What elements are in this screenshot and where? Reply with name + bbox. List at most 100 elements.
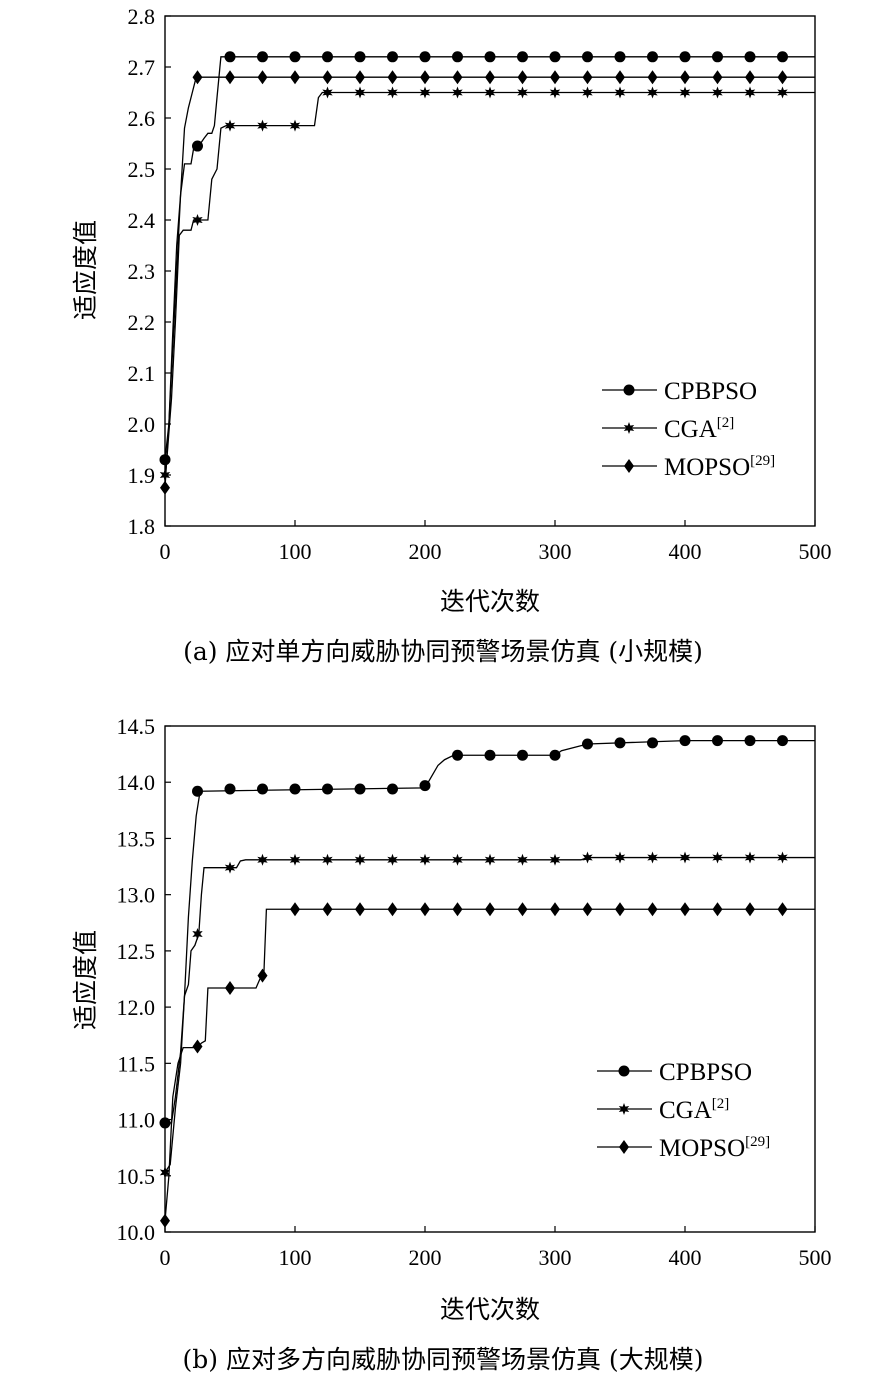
chart-b-legend-label-cga: CGA[2] — [659, 1096, 729, 1124]
chart-a-cga-point — [159, 469, 171, 481]
chart-a-series-cga — [159, 86, 815, 481]
chart-b-ytick-label: 13.0 — [117, 883, 156, 908]
chart-a-mopso-point — [745, 70, 755, 85]
chart-a-ytick-label: 2.3 — [128, 259, 156, 284]
chart-b-cga-point — [549, 853, 561, 866]
chart-b-mopso-point — [777, 902, 788, 917]
chart-a-ytick-label: 2.8 — [128, 4, 156, 29]
chart-a-cpbpso-point — [614, 51, 626, 63]
chart-b-cpbpso-point — [192, 785, 203, 797]
chart-b-cpbpso-point — [549, 749, 561, 761]
chart-b-cga-point — [289, 853, 301, 866]
chart-b-legend-marker-cpbpso — [618, 1065, 630, 1077]
chart-b-cpbpso-point — [322, 783, 333, 795]
chart-b-cga-point — [582, 851, 593, 864]
chart-b-mopso-point — [550, 902, 560, 917]
chart-a-cga-point — [517, 86, 528, 99]
chart-a-ytick-label: 2.0 — [128, 412, 156, 437]
chart-a-xtick-label: 100 — [279, 539, 312, 564]
legend-text: CGA — [664, 416, 717, 443]
chart-b-series-cpbpso — [159, 735, 815, 1129]
chart-a-cga-point — [712, 86, 723, 99]
chart-b-ytick-label: 11.5 — [117, 1051, 155, 1076]
chart-b: 10.0 10.5 11.0 11.5 12.0 12.5 13.0 13.5 14.0 14.5… — [71, 714, 832, 1374]
chart-a-cga-point — [484, 86, 496, 99]
legend-text: CPBPSO — [664, 378, 757, 405]
chart-b-ytick-label: 11.0 — [117, 1108, 155, 1133]
chart-a-cga-line — [164, 91, 815, 481]
chart-b-cga-point — [744, 851, 756, 864]
chart-b-xtick-label: 400 — [669, 1245, 702, 1270]
chart-b-cpbpso-point — [159, 1117, 171, 1129]
chart-a-mopso-point — [582, 70, 593, 85]
chart-b-cpbpso-point — [387, 783, 398, 795]
chart-b-cga-point — [192, 928, 203, 941]
chart-a-cpbpso-point — [582, 51, 593, 63]
chart-b-cpbpso-point — [679, 735, 691, 747]
chart-a-cpbpso-point — [452, 51, 463, 63]
chart-a-series-cpbpso — [159, 51, 815, 466]
chart-a-cga-point — [192, 214, 203, 226]
chart-b-mopso-point — [712, 902, 723, 917]
chart-b-ytick-label: 14.5 — [117, 714, 156, 739]
chart-b-mopso-point — [485, 902, 495, 917]
chart-b-cga-point — [517, 853, 528, 866]
chart-b-ytick-label: 10.0 — [117, 1220, 156, 1245]
chart-a-cpbpso-point — [744, 51, 756, 63]
chart-b-ytick-label: 10.5 — [117, 1164, 156, 1189]
chart-b-cpbpso-point — [224, 783, 236, 795]
chart-a-cpbpso-point — [159, 454, 171, 466]
chart-a-mopso-point — [322, 70, 333, 85]
chart-a-xtick-label: 0 — [160, 539, 171, 564]
chart-a-cpbpso-point — [224, 51, 236, 63]
chart-a-legend-label-mopso: MOPSO[29] — [664, 453, 775, 481]
chart-b-cga-point — [354, 853, 366, 866]
legend-superscript: [2] — [712, 1096, 730, 1112]
chart-a-mopso-point — [420, 70, 430, 85]
chart-b-xtick-label: 0 — [160, 1245, 171, 1270]
chart-a-cga-point — [647, 86, 658, 99]
chart-b-cga-point — [159, 1166, 171, 1179]
chart-a-mopso-point — [485, 70, 495, 85]
chart-a-cpbpso-point — [192, 140, 203, 152]
chart-b-cga-point — [647, 851, 658, 864]
chart-a-cga-point — [679, 86, 691, 99]
chart-b-series-cga — [159, 851, 815, 1179]
chart-b-cpbpso-point — [517, 749, 528, 761]
chart-a-legend-marker-cga — [623, 422, 635, 434]
chart-a-legend-label-cpbpso: CPBPSO — [664, 378, 757, 405]
chart-a-cga-point — [224, 119, 236, 132]
chart-b-ytick-label: 12.5 — [117, 939, 156, 964]
chart-b-xlabel: 迭代次数 — [440, 1295, 540, 1324]
chart-a-cga-point — [777, 86, 788, 99]
chart-b-cpbpso-point — [777, 735, 788, 747]
chart-a-xtick-label: 200 — [409, 539, 442, 564]
chart-b-cpbpso-point — [647, 737, 658, 749]
chart-b-cpbpso-point — [257, 783, 268, 795]
chart-b-mopso-point — [745, 902, 755, 917]
chart-b-mopso-point — [517, 902, 528, 917]
chart-a-cga-point — [614, 86, 626, 99]
chart-a-cpbpso-point — [679, 51, 691, 63]
chart-b-legend-label-cpbpso: CPBPSO — [659, 1059, 752, 1086]
chart-a-mopso-point — [387, 70, 398, 85]
chart-a-mopso-point — [517, 70, 528, 85]
chart-a-ytick-label: 2.1 — [128, 361, 156, 386]
chart-a-mopso-point — [225, 70, 235, 85]
chart-a-cpbpso-point — [647, 51, 658, 63]
chart-a-cpbpso-point — [387, 51, 398, 63]
chart-b-cpbpso-point — [744, 735, 756, 747]
chart-b-xtick-label: 200 — [409, 1245, 442, 1270]
chart-a-caption: (a) 应对单方向威胁协同预警场景仿真 (小规模) — [183, 637, 703, 666]
chart-a-cpbpso-point — [354, 51, 366, 63]
chart-a-legend-label-cga: CGA[2] — [664, 415, 734, 443]
chart-b-cga-point — [484, 853, 496, 866]
chart-a-ytick-label: 2.2 — [128, 310, 156, 335]
chart-a-mopso-point — [615, 70, 625, 85]
chart-b-mopso-point — [420, 902, 430, 917]
chart-a-cpbpso-point — [289, 51, 301, 63]
legend-text: MOPSO — [659, 1135, 745, 1162]
chart-a-xtick-label: 400 — [669, 539, 702, 564]
chart-b-mopso-point — [160, 1213, 170, 1228]
chart-a-cpbpso-point — [419, 51, 431, 63]
